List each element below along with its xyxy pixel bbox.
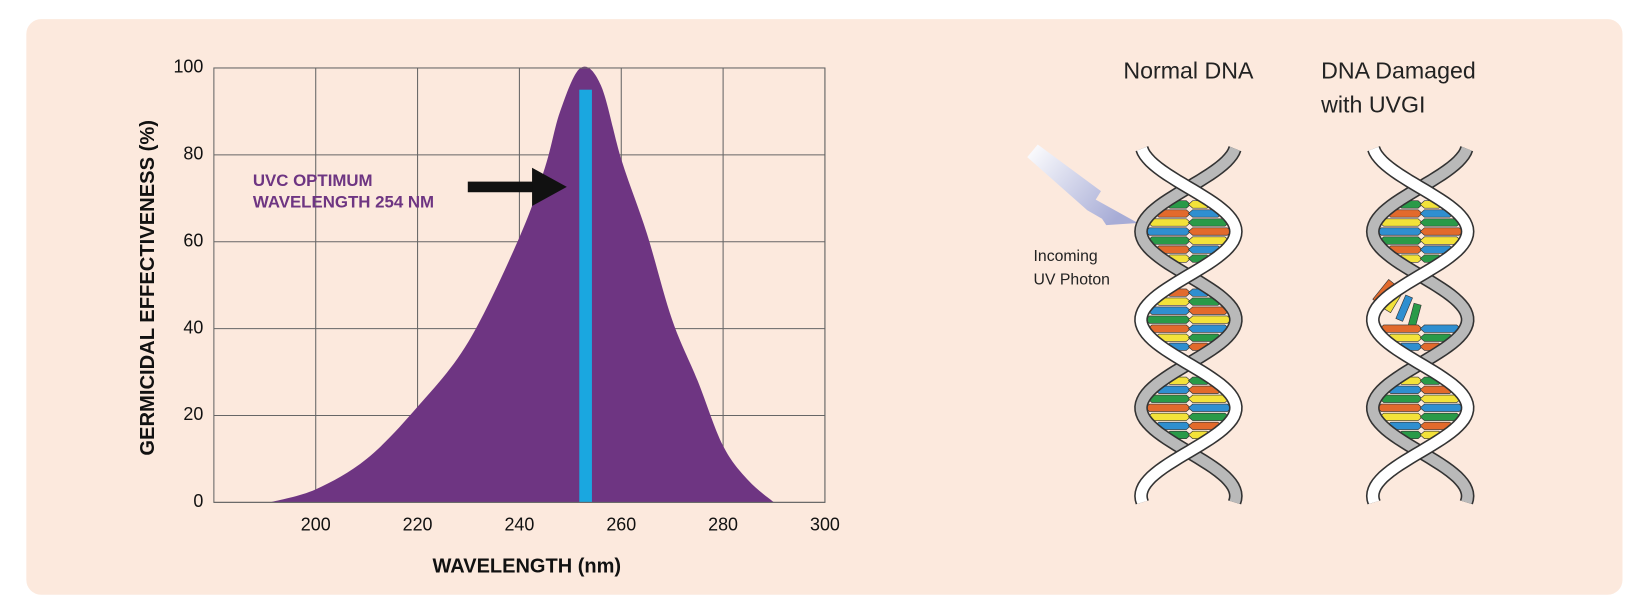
- y-tick-label: 80: [183, 144, 203, 164]
- base: [1378, 394, 1423, 403]
- y-axis-title: GERMICIDAL EFFECTIVENESS (%): [137, 120, 159, 456]
- x-tick-label: 300: [810, 514, 840, 534]
- arrow-head: [532, 167, 567, 207]
- arrow-shaft: [467, 181, 536, 193]
- x-tick-label: 280: [708, 514, 738, 534]
- base: [1378, 324, 1423, 333]
- annotation: UVC OPTIMUM: [253, 171, 373, 190]
- base: [1144, 315, 1192, 324]
- plot: 0 20 40 60 80 100 200 220 240 260 280 300 UVC OPTIMU…: [137, 57, 840, 578]
- base: [1378, 236, 1423, 245]
- base: [1147, 394, 1192, 403]
- base: [1147, 412, 1192, 421]
- base: [1187, 315, 1233, 324]
- damaged-dna-title: DNA Damaged: [1321, 57, 1476, 83]
- normal-dna-title: Normal DNA: [1123, 57, 1254, 83]
- x-tick-label: 240: [504, 514, 534, 534]
- annotation: WAVELENGTH 254 NM: [253, 192, 434, 211]
- x-tick-label: 260: [606, 514, 636, 534]
- base: [1419, 227, 1464, 236]
- y-tick-label: 60: [183, 230, 203, 250]
- photon-arrow: [1027, 144, 1138, 226]
- y-tick-label: 0: [193, 491, 203, 511]
- y-tick-label: 100: [173, 57, 203, 77]
- x-tick-label: 220: [403, 514, 433, 534]
- strand-back: [1135, 146, 1242, 504]
- base: [1147, 306, 1192, 315]
- x-tick-label: 200: [301, 514, 331, 534]
- area: [269, 66, 775, 503]
- strand-back: [1367, 146, 1473, 504]
- base: [1147, 324, 1192, 333]
- base: [1378, 412, 1423, 421]
- base: [1378, 218, 1423, 227]
- base: [1419, 403, 1464, 412]
- x-axis-title: WAVELENGTH (nm): [433, 555, 621, 577]
- base: [1376, 227, 1423, 236]
- damaged-dna-title: with UVGI: [1320, 91, 1425, 117]
- base: [1147, 236, 1192, 245]
- base: [1144, 403, 1192, 412]
- strand-front: [1367, 146, 1473, 504]
- base: [1144, 227, 1192, 236]
- base: [1187, 227, 1233, 236]
- base: [1147, 218, 1192, 227]
- optimum-bar: [579, 89, 592, 503]
- plot-border: [213, 67, 826, 503]
- base: [1376, 403, 1423, 412]
- dna-diagram: [1027, 144, 1475, 505]
- photon-label: Incoming: [1034, 248, 1098, 265]
- broken-base: [1395, 294, 1413, 322]
- photon-label: UV Photon: [1034, 272, 1110, 289]
- y-tick-label: 20: [183, 404, 203, 424]
- y-tick-label: 40: [183, 317, 203, 337]
- base: [1187, 403, 1233, 412]
- strand-front: [1135, 146, 1242, 504]
